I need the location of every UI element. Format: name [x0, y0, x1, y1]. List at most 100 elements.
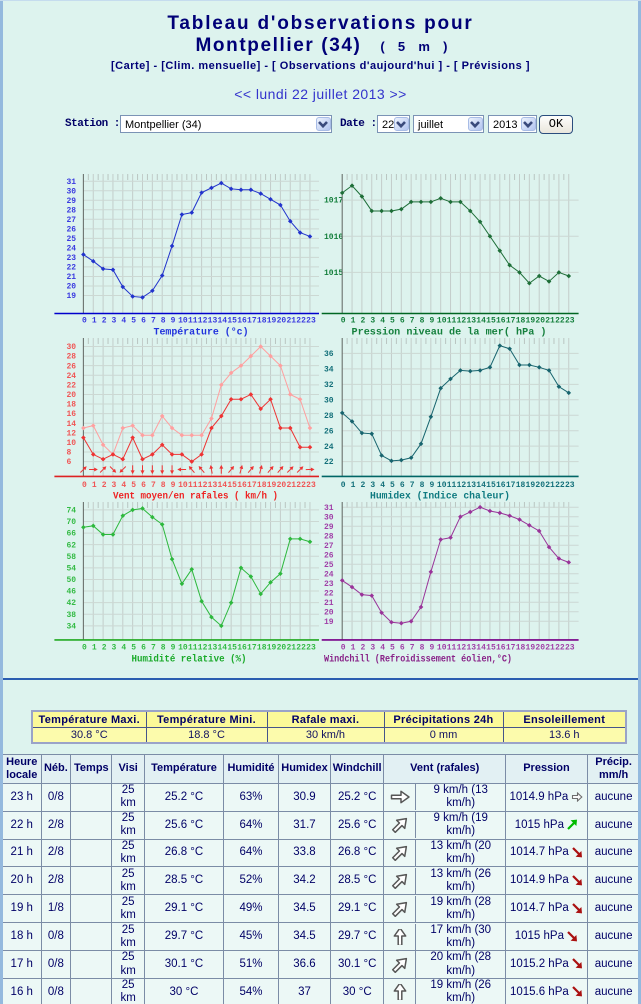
- svg-text:28: 28: [67, 206, 77, 215]
- svg-text:1: 1: [92, 481, 97, 490]
- svg-text:36: 36: [324, 350, 334, 359]
- svg-text:30: 30: [324, 396, 334, 405]
- svg-text:31: 31: [67, 178, 77, 187]
- svg-text:16: 16: [67, 410, 77, 419]
- svg-text:13: 13: [466, 644, 476, 653]
- svg-text:20: 20: [277, 317, 287, 326]
- svg-text:6: 6: [67, 458, 72, 467]
- svg-text:23: 23: [565, 644, 575, 653]
- svg-text:Pression niveau de la mer( hPa: Pression niveau de la mer( hPa ): [352, 327, 547, 339]
- svg-text:27: 27: [67, 216, 77, 225]
- svg-text:2: 2: [360, 644, 365, 653]
- svg-text:23: 23: [306, 317, 316, 326]
- svg-text:6: 6: [141, 644, 146, 653]
- svg-text:12: 12: [457, 481, 467, 490]
- svg-text:3: 3: [112, 481, 117, 490]
- svg-text:5: 5: [390, 317, 395, 326]
- svg-text:0: 0: [82, 644, 87, 653]
- svg-text:11: 11: [447, 317, 457, 326]
- svg-text:17: 17: [247, 644, 257, 653]
- svg-text:74: 74: [67, 507, 77, 516]
- svg-text:21: 21: [545, 317, 555, 326]
- svg-text:17: 17: [506, 317, 516, 326]
- svg-text:28: 28: [324, 412, 334, 421]
- svg-text:14: 14: [217, 644, 227, 653]
- svg-text:1: 1: [351, 644, 356, 653]
- svg-text:27: 27: [324, 542, 334, 551]
- svg-text:14: 14: [67, 420, 77, 429]
- svg-text:12: 12: [67, 429, 77, 438]
- svg-text:15: 15: [486, 481, 496, 490]
- svg-text:15: 15: [227, 481, 237, 490]
- svg-text:8: 8: [161, 481, 166, 490]
- svg-text:14: 14: [217, 481, 227, 490]
- svg-text:2: 2: [102, 317, 107, 326]
- svg-text:14: 14: [217, 317, 227, 326]
- svg-text:3: 3: [112, 644, 117, 653]
- svg-text:3: 3: [112, 317, 117, 326]
- svg-text:11: 11: [188, 644, 198, 653]
- svg-text:9: 9: [429, 644, 434, 653]
- svg-text:28: 28: [67, 353, 77, 362]
- svg-text:15: 15: [486, 317, 496, 326]
- svg-text:13: 13: [466, 317, 476, 326]
- svg-text:4: 4: [121, 644, 126, 653]
- svg-text:15: 15: [227, 644, 237, 653]
- svg-text:6: 6: [141, 481, 146, 490]
- svg-text:20: 20: [324, 608, 334, 617]
- svg-text:66: 66: [67, 530, 77, 539]
- svg-text:Humidex (Indice chaleur): Humidex (Indice chaleur): [370, 491, 510, 503]
- svg-text:54: 54: [67, 564, 77, 573]
- svg-text:8: 8: [420, 317, 425, 326]
- svg-text:20: 20: [535, 644, 545, 653]
- svg-text:28: 28: [324, 532, 334, 541]
- svg-text:13: 13: [466, 481, 476, 490]
- svg-text:22: 22: [324, 589, 334, 598]
- svg-text:7: 7: [151, 481, 156, 490]
- svg-text:9: 9: [429, 481, 434, 490]
- svg-text:20: 20: [535, 317, 545, 326]
- svg-text:10: 10: [178, 317, 188, 326]
- svg-text:24: 24: [324, 443, 334, 452]
- svg-text:Vent moyen/en rafales ( km/h ): Vent moyen/en rafales ( km/h ): [113, 491, 278, 503]
- svg-text:17: 17: [247, 317, 257, 326]
- svg-text:18: 18: [67, 401, 77, 410]
- svg-text:10: 10: [437, 317, 447, 326]
- svg-text:42: 42: [67, 599, 77, 608]
- svg-text:11: 11: [188, 317, 198, 326]
- svg-text:29: 29: [324, 523, 334, 532]
- svg-text:24: 24: [67, 372, 77, 381]
- svg-text:14: 14: [476, 644, 486, 653]
- svg-text:1: 1: [92, 644, 97, 653]
- svg-text:10: 10: [437, 644, 447, 653]
- svg-text:18: 18: [257, 481, 267, 490]
- svg-text:22: 22: [296, 317, 306, 326]
- svg-text:8: 8: [161, 644, 166, 653]
- svg-text:11: 11: [188, 481, 198, 490]
- svg-text:14: 14: [476, 317, 486, 326]
- svg-text:30: 30: [67, 187, 77, 196]
- svg-text:21: 21: [286, 317, 296, 326]
- svg-text:58: 58: [67, 553, 77, 562]
- svg-text:21: 21: [545, 481, 555, 490]
- svg-text:22: 22: [555, 644, 565, 653]
- svg-text:7: 7: [151, 317, 156, 326]
- svg-text:21: 21: [324, 599, 334, 608]
- svg-text:4: 4: [121, 317, 126, 326]
- svg-text:4: 4: [121, 481, 126, 490]
- svg-text:16: 16: [237, 481, 247, 490]
- svg-text:4: 4: [380, 317, 385, 326]
- svg-text:22: 22: [324, 458, 334, 467]
- svg-text:20: 20: [277, 481, 287, 490]
- svg-text:7: 7: [410, 481, 415, 490]
- svg-text:19: 19: [526, 481, 536, 490]
- svg-text:23: 23: [324, 580, 334, 589]
- svg-text:38: 38: [67, 611, 77, 620]
- svg-text:18: 18: [516, 317, 526, 326]
- svg-text:4: 4: [380, 481, 385, 490]
- svg-text:29: 29: [67, 197, 77, 206]
- svg-text:19: 19: [526, 317, 536, 326]
- svg-text:10: 10: [178, 481, 188, 490]
- svg-text:0: 0: [341, 481, 346, 490]
- svg-text:18: 18: [516, 644, 526, 653]
